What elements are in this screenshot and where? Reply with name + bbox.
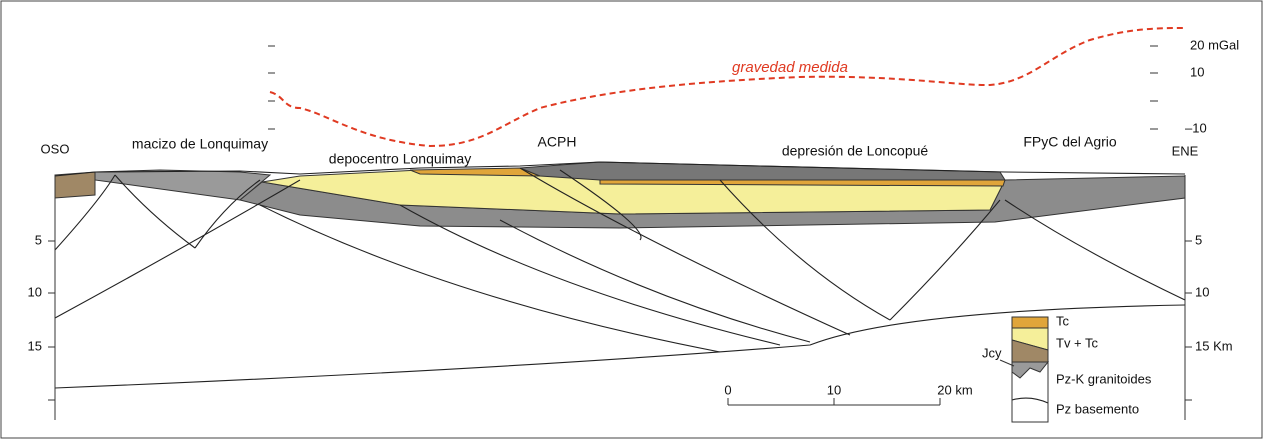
depth-label: 15 <box>28 338 42 353</box>
location-label: macizo de Lonquimay <box>132 136 268 152</box>
depth-label: 5 <box>1195 232 1202 247</box>
faults <box>54 167 1186 389</box>
scale-bar <box>727 398 941 406</box>
location-label: ACPH <box>538 134 577 150</box>
legend-label: Jcy <box>982 345 1002 360</box>
depth-label: 10 <box>1195 284 1209 299</box>
location-label: depocentro Lonquimay <box>329 151 471 167</box>
scale-label: 0 <box>724 382 731 397</box>
gravity-tick-label: 20 mGal <box>1190 37 1239 52</box>
scale-label: 20 km <box>937 382 972 397</box>
gravity-ticks-left <box>268 45 275 130</box>
gravity-curve <box>269 27 1186 148</box>
legend-pointer <box>999 359 1015 367</box>
gravity-tick-label: 10 <box>1190 64 1204 79</box>
legend-label: Pz-K granitoides <box>1056 371 1152 386</box>
depth-label: 10 <box>28 284 42 299</box>
legend-swatch <box>1011 397 1049 404</box>
depth-label: 5 <box>35 232 42 247</box>
location-label: ENE <box>1172 143 1199 158</box>
depth-label: 15 Km <box>1195 338 1233 353</box>
location-label: OSO <box>41 141 70 156</box>
gravity-ticks-right <box>1150 45 1158 130</box>
gravity-tick-label: –10 <box>1185 120 1207 135</box>
location-label: FPyC del Agrio <box>1023 134 1117 150</box>
legend-swatch <box>1011 316 1049 329</box>
gravity-label: gravedad medida <box>732 59 848 76</box>
legend-box <box>1011 316 1049 423</box>
surface <box>54 161 1186 177</box>
scale-label: 10 <box>827 382 841 397</box>
legend-label: Tc <box>1056 313 1070 328</box>
volcanic-left <box>94 169 272 201</box>
location-label: depresión de Loncopué <box>782 143 929 159</box>
legend-label: Pz basemento <box>1056 401 1139 416</box>
depth-ticks <box>48 240 1192 401</box>
legend-label: Tv + Tc <box>1056 335 1099 350</box>
